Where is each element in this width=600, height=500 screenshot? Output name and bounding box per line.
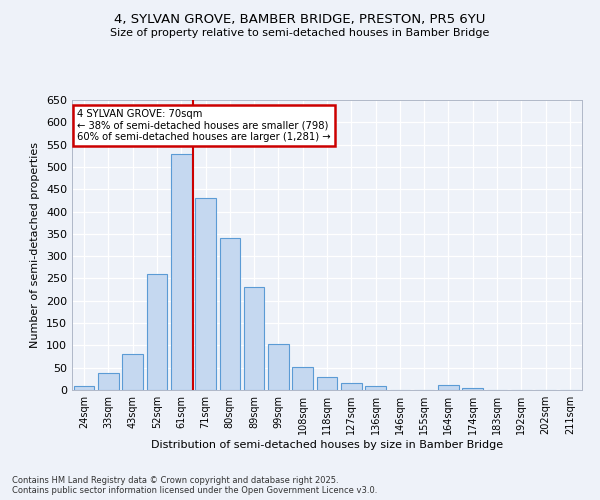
Text: 4, SYLVAN GROVE, BAMBER BRIDGE, PRESTON, PR5 6YU: 4, SYLVAN GROVE, BAMBER BRIDGE, PRESTON,… xyxy=(115,12,485,26)
Bar xyxy=(365,386,386,390)
Bar xyxy=(195,198,216,390)
Bar xyxy=(317,376,337,390)
Bar xyxy=(146,274,167,390)
Y-axis label: Number of semi-detached properties: Number of semi-detached properties xyxy=(31,142,40,348)
Bar xyxy=(292,367,313,390)
Text: Contains HM Land Registry data © Crown copyright and database right 2025.
Contai: Contains HM Land Registry data © Crown c… xyxy=(12,476,377,495)
Bar xyxy=(74,386,94,390)
Bar xyxy=(268,344,289,390)
Bar xyxy=(341,384,362,390)
Text: 4 SYLVAN GROVE: 70sqm
← 38% of semi-detached houses are smaller (798)
60% of sem: 4 SYLVAN GROVE: 70sqm ← 38% of semi-deta… xyxy=(77,108,331,142)
Bar xyxy=(122,354,143,390)
Bar xyxy=(463,388,483,390)
Bar xyxy=(220,238,240,390)
Bar xyxy=(438,384,459,390)
Bar xyxy=(244,288,265,390)
X-axis label: Distribution of semi-detached houses by size in Bamber Bridge: Distribution of semi-detached houses by … xyxy=(151,440,503,450)
Bar xyxy=(171,154,191,390)
Bar xyxy=(98,373,119,390)
Text: Size of property relative to semi-detached houses in Bamber Bridge: Size of property relative to semi-detach… xyxy=(110,28,490,38)
